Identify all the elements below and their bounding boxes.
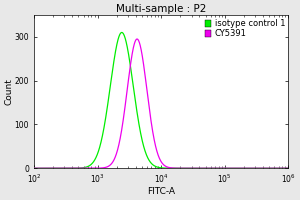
- Legend: isotype control 1, CY5391: isotype control 1, CY5391: [203, 18, 287, 40]
- Y-axis label: Count: Count: [4, 78, 13, 105]
- Title: Multi-sample : P2: Multi-sample : P2: [116, 4, 206, 14]
- X-axis label: FITC-A: FITC-A: [147, 187, 175, 196]
